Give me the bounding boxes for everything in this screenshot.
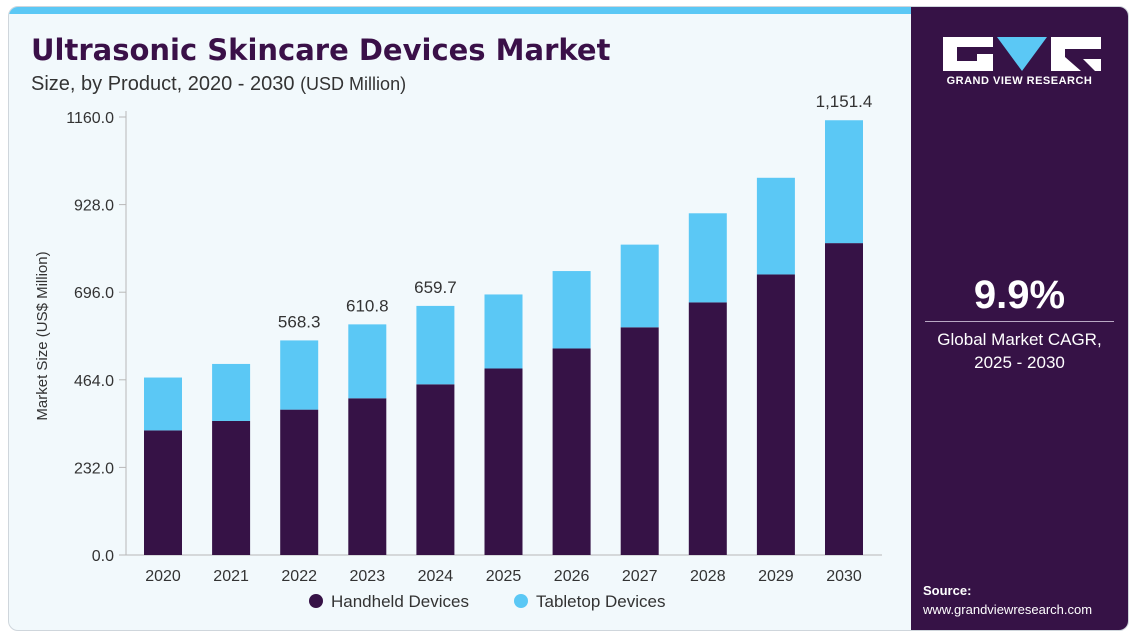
bar-total-label-2024: 659.7 [414,278,457,297]
bar-handheld-2026 [552,348,591,555]
bar-tabletop-2029 [756,177,795,275]
x-tick-label-2020: 2020 [145,568,181,585]
source-label: Source: [923,583,972,598]
bar-tabletop-2025 [484,294,523,369]
x-tick-label-2027: 2027 [622,568,658,585]
brand-name: GRAND VIEW RESEARCH [946,75,1093,87]
cagr-label-line1: Global Market CAGR, [937,330,1102,349]
y-tick-label: 464.0 [74,373,114,390]
source-url: www.grandviewresearch.com [923,602,1093,617]
chart-subtitle: Size, by Product, 2020 - 2030 (USD Milli… [31,73,406,96]
bar-total-label-2023: 610.8 [346,296,389,315]
bar-handheld-2027 [620,327,659,555]
cagr-value: 9.9% [973,273,1066,317]
cagr-divider [925,321,1114,322]
bar-tabletop-2021 [212,363,251,421]
x-tick-label-2030: 2030 [826,568,862,585]
bar-total-label-2030: 1,151.4 [816,92,873,111]
legend-marker-handheld [309,594,323,608]
cagr-label: Global Market CAGR, 2025 - 2030 [911,328,1128,374]
bar-total-label-2022: 568.3 [278,312,321,331]
x-tick-label-2025: 2025 [486,568,522,585]
chart-title: Ultrasonic Skincare Devices Market [31,33,611,67]
sidebar-panel: GRAND VIEW RESEARCH 9.9% Global Market C… [911,7,1128,630]
bar-handheld-2029 [756,274,795,555]
subtitle-unit: (USD Million) [300,74,407,94]
stacked-bar-chart: 0.0 232.0 464.0 696.0 928.0 1160.0 Market Size… [34,92,882,611]
x-tick-label-2026: 2026 [554,568,590,585]
bar-tabletop-2028 [688,213,727,303]
bar-handheld-2023 [348,398,387,555]
y-tick-label: 232.0 [74,460,114,477]
x-tick-label-2028: 2028 [690,568,726,585]
x-tick-label-2022: 2022 [281,568,317,585]
bar-tabletop-2030 [825,120,863,244]
grand-view-research-logo-icon [943,37,1101,71]
chart-frame: Ultrasonic Skincare Devices Market Size,… [8,6,1129,631]
bar-handheld-2028 [688,302,727,555]
y-axis-title: Market Size (US$ Million) [34,251,51,420]
top-accent-bar [9,7,911,14]
x-tick-label-2023: 2023 [350,568,386,585]
y-tick-label: 1160.0 [66,110,114,127]
x-tick-label-2024: 2024 [418,568,454,585]
bar-tabletop-2027 [620,244,659,328]
bar-tabletop-2022 [280,340,319,410]
bar-handheld-2021 [212,420,251,555]
bar-handheld-2024 [416,384,455,555]
legend-marker-tabletop [514,594,528,608]
bar-tabletop-2023 [348,324,387,399]
bar-handheld-2030 [825,243,863,555]
x-tick-label-2021: 2021 [213,568,249,585]
bar-tabletop-2024 [416,305,455,385]
bar-handheld-2022 [280,409,319,555]
bar-tabletop-2026 [552,271,591,349]
y-tick-label: 928.0 [74,198,114,215]
x-tick-label-2029: 2029 [758,568,794,585]
legend-label-tabletop: Tabletop Devices [536,592,665,611]
y-tick-label: 0.0 [92,548,114,565]
bar-tabletop-2020 [144,377,182,431]
bar-handheld-2025 [484,368,523,555]
y-tick-label: 696.0 [74,285,114,302]
cagr-label-line2: 2025 - 2030 [974,353,1065,372]
subtitle-text: Size, by Product, 2020 - 2030 [31,73,295,95]
bar-handheld-2020 [144,430,182,555]
legend-label-handheld: Handheld Devices [331,592,469,611]
